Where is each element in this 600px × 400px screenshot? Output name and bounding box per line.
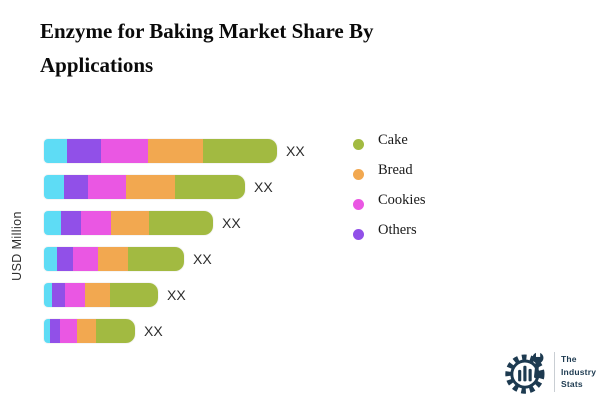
stacked-bar	[44, 175, 245, 199]
plot-area: XX XX XX XX XX XX	[44, 139, 384, 349]
bar-segment-bread	[98, 247, 128, 271]
bar-row: XX	[44, 211, 241, 235]
bar-value-label: XX	[193, 251, 212, 267]
stacked-bar	[44, 139, 277, 163]
bar-row: XX	[44, 247, 212, 271]
bar-row: XX	[44, 283, 186, 307]
bar-segment-bread	[148, 139, 203, 163]
bar-segment-unlabeled	[44, 211, 61, 235]
bar-value-label: XX	[144, 323, 163, 339]
legend-marker-icon	[353, 169, 364, 180]
bar-segment-others	[61, 211, 81, 235]
bar-segment-cookies	[88, 175, 126, 199]
bar-value-label: XX	[222, 215, 241, 231]
bar-value-label: XX	[286, 143, 305, 159]
bar-segment-cookies	[73, 247, 98, 271]
legend-label: Others	[378, 222, 417, 238]
logo-divider	[554, 352, 555, 392]
bar-segment-cookies	[60, 319, 77, 343]
bar-segment-cake	[175, 175, 245, 199]
bar-segment-cake	[149, 211, 213, 235]
bar-segment-cake	[110, 283, 158, 307]
bar-row: XX	[44, 175, 273, 199]
legend-marker-icon	[353, 229, 364, 240]
legend-label: Cake	[378, 132, 408, 148]
legend-marker-icon	[353, 199, 364, 210]
bar-segment-unlabeled	[44, 283, 52, 307]
logo: The Industry Stats	[504, 349, 596, 395]
bar-segment-cookies	[81, 211, 111, 235]
bar-segment-others	[52, 283, 65, 307]
bar-value-label: XX	[167, 287, 186, 303]
industry-stats-gear-icon	[505, 352, 545, 394]
bar-segment-unlabeled	[44, 139, 67, 163]
stacked-bar	[44, 247, 184, 271]
logo-text-line: Industry	[561, 366, 597, 377]
bar-value-label: XX	[254, 179, 273, 195]
bar-segment-cake	[203, 139, 277, 163]
bar-row: XX	[44, 319, 163, 343]
bar-segment-others	[64, 175, 88, 199]
bar-segment-others	[57, 247, 73, 271]
bar-segment-bread	[126, 175, 175, 199]
legend-label: Bread	[378, 162, 413, 178]
bar-segment-unlabeled	[44, 247, 57, 271]
legend-label: Cookies	[378, 192, 426, 208]
stacked-bar	[44, 319, 135, 343]
logo-text-line: The	[561, 354, 577, 365]
logo-text-line: Stats	[561, 379, 583, 390]
bar-segment-others	[50, 319, 60, 343]
bar-segment-cake	[128, 247, 184, 271]
bar-segment-bread	[85, 283, 110, 307]
bar-row: XX	[44, 139, 305, 163]
bar-segment-cookies	[65, 283, 85, 307]
bar-segment-cake	[96, 319, 135, 343]
stacked-bar	[44, 211, 213, 235]
stacked-bar	[44, 283, 158, 307]
bar-segment-unlabeled	[44, 319, 50, 343]
bar-segment-unlabeled	[44, 175, 64, 199]
y-axis-label: USD Million	[10, 211, 24, 281]
bar-segment-bread	[77, 319, 96, 343]
bar-segment-others	[67, 139, 101, 163]
legend-marker-icon	[353, 139, 364, 150]
logo-text: The Industry Stats	[561, 353, 596, 391]
chart-title: Enzyme for Baking Market Share By Applic…	[40, 19, 374, 77]
bar-segment-cookies	[101, 139, 148, 163]
bar-segment-bread	[111, 211, 149, 235]
